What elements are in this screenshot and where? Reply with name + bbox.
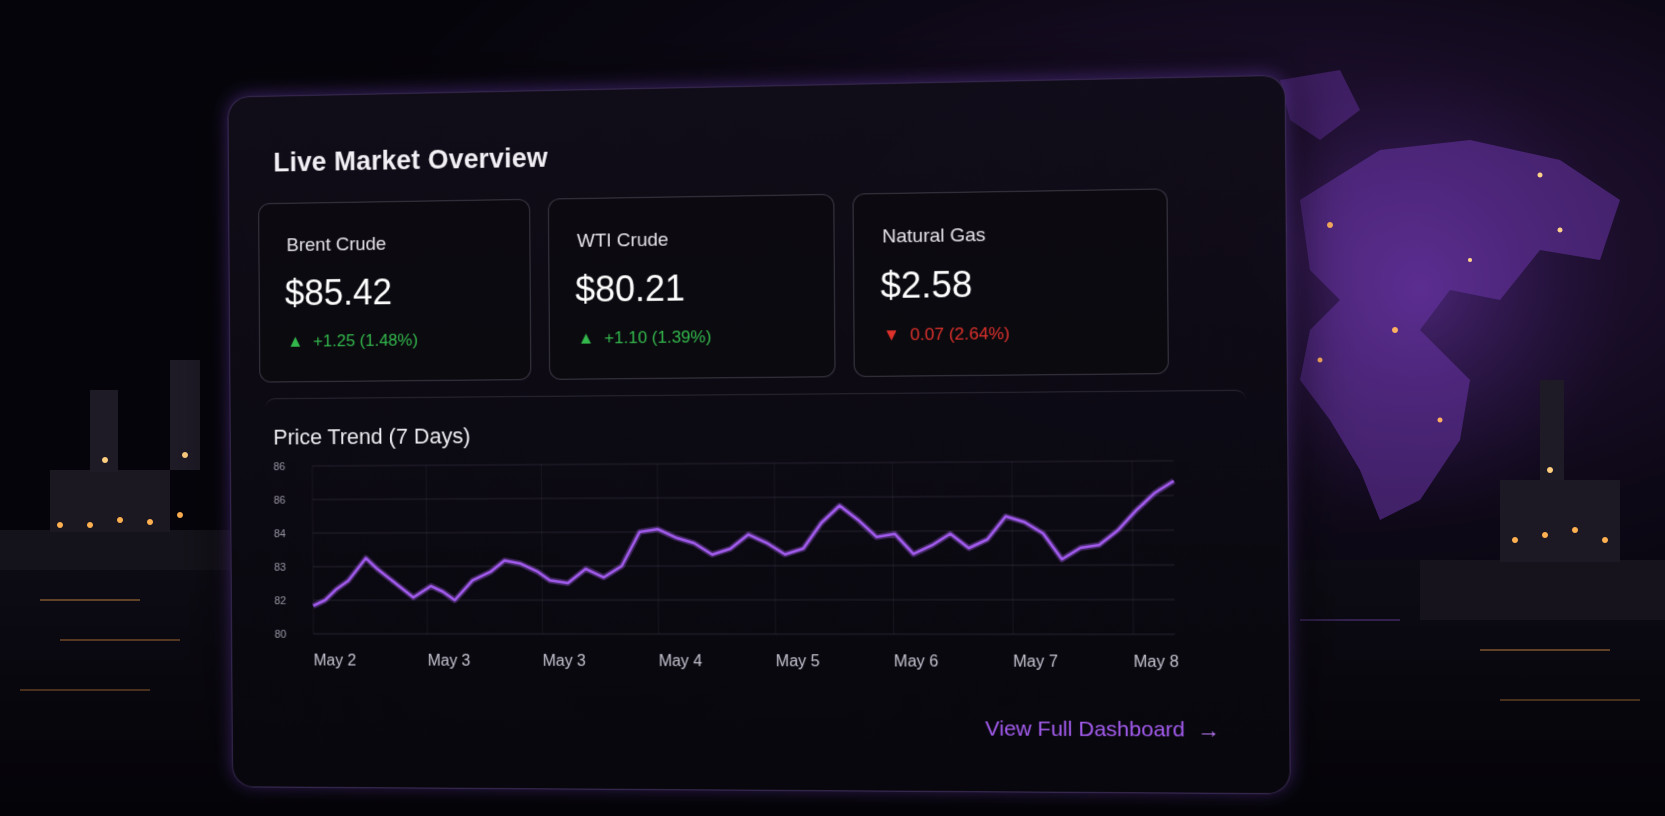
card-change: ▲ +1.25 (1.48%) [287, 331, 418, 352]
card-brent-crude[interactable]: Brent Crude $85.42 ▲ +1.25 (1.48%) [258, 199, 531, 383]
price-trend-chart: Price Trend (7 Days) 80 82 83 84 86 86 May 2 Ma… [265, 390, 1248, 688]
arrow-right-icon: → [1197, 717, 1220, 744]
grid-line [893, 462, 894, 634]
view-full-dashboard-label: View Full Dashboard [985, 717, 1185, 742]
y-tick-label: 83 [274, 562, 286, 574]
card-price: $80.21 [575, 267, 685, 310]
series-line [312, 481, 1174, 606]
card-name: Brent Crude [286, 234, 386, 257]
grid-line [1132, 461, 1133, 634]
card-change: ▼ 0.07 (2.64%) [883, 324, 1010, 346]
x-tick-label: May 8 [1133, 654, 1179, 672]
card-change: ▲ +1.10 (1.39%) [578, 327, 712, 348]
x-tick-label: May 7 [1013, 653, 1058, 670]
card-name: WTI Crude [577, 230, 669, 253]
card-change-value: 0.07 (2.64%) [910, 324, 1010, 345]
card-price: $2.58 [880, 264, 972, 308]
up-arrow-icon: ▲ [287, 332, 303, 352]
card-natural-gas[interactable]: Natural Gas $2.58 ▼ 0.07 (2.64%) [852, 188, 1168, 377]
grid-line [313, 600, 1174, 601]
grid-line [312, 466, 313, 634]
x-tick-label: May 2 [314, 652, 357, 669]
x-tick-label: May 3 [428, 653, 471, 670]
chart-title: Price Trend (7 Days) [273, 423, 470, 450]
up-arrow-icon: ▲ [578, 329, 595, 349]
grid-line [541, 465, 542, 634]
y-tick-label: 86 [273, 461, 285, 473]
grid-line [312, 461, 1173, 466]
x-tick-label: May 3 [543, 653, 586, 670]
x-tick-label: May 4 [659, 653, 703, 670]
y-tick-label: 86 [274, 495, 286, 507]
series-line-glow [312, 481, 1174, 606]
x-tick-label: May 6 [894, 653, 939, 670]
grid-line [1012, 462, 1013, 634]
card-change-value: +1.25 (1.48%) [313, 331, 418, 352]
card-change-value: +1.10 (1.39%) [604, 327, 711, 348]
market-overview-panel: Live Market Overview Brent Crude $85.42 … [227, 75, 1290, 795]
grid-line [426, 465, 427, 634]
card-price: $85.42 [285, 271, 393, 314]
y-tick-label: 84 [274, 528, 286, 540]
chart-plot: 80 82 83 84 86 86 May 2 May 3 May 3 May 4 May 5 May… [266, 452, 1212, 677]
grid-line [313, 496, 1174, 500]
view-full-dashboard-link[interactable]: View Full Dashboard → [985, 716, 1220, 743]
card-name: Natural Gas [882, 225, 986, 249]
down-arrow-icon: ▼ [883, 325, 900, 345]
card-wti-crude[interactable]: WTI Crude $80.21 ▲ +1.10 (1.39%) [548, 194, 836, 380]
x-tick-label: May 5 [776, 653, 820, 670]
grid-line [313, 565, 1174, 567]
grid-line [657, 464, 658, 634]
y-tick-label: 80 [275, 629, 287, 641]
y-tick-label: 82 [274, 595, 286, 607]
panel-title: Live Market Overview [273, 143, 548, 179]
